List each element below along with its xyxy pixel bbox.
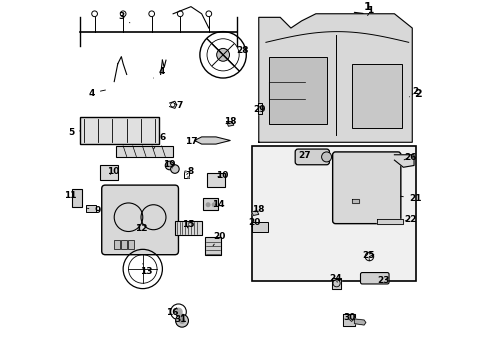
- FancyBboxPatch shape: [295, 149, 329, 165]
- Polygon shape: [348, 319, 365, 325]
- Bar: [114, 240, 120, 249]
- Text: 14: 14: [212, 199, 224, 208]
- Bar: [205, 237, 221, 255]
- FancyBboxPatch shape: [102, 185, 178, 255]
- Text: 20: 20: [213, 232, 225, 246]
- FancyBboxPatch shape: [360, 273, 388, 284]
- Polygon shape: [257, 103, 261, 114]
- Text: 28: 28: [236, 46, 248, 55]
- Circle shape: [205, 202, 210, 207]
- Text: 2: 2: [413, 89, 421, 99]
- Text: 24: 24: [328, 274, 341, 283]
- Polygon shape: [258, 14, 411, 142]
- Polygon shape: [394, 155, 413, 167]
- Text: 31: 31: [174, 315, 187, 324]
- Bar: [269, 57, 326, 125]
- Bar: [203, 198, 217, 210]
- Text: 27: 27: [298, 151, 310, 160]
- Text: 23: 23: [377, 276, 389, 285]
- Polygon shape: [376, 219, 403, 224]
- Text: 9: 9: [87, 206, 101, 215]
- Text: 5: 5: [68, 128, 80, 137]
- Polygon shape: [351, 199, 358, 203]
- Text: 17: 17: [185, 137, 198, 146]
- Bar: [100, 166, 118, 180]
- Text: 2: 2: [411, 87, 417, 96]
- Circle shape: [165, 161, 173, 170]
- Text: 1: 1: [363, 2, 371, 12]
- Bar: [85, 205, 96, 212]
- Bar: [80, 117, 159, 144]
- Polygon shape: [251, 211, 258, 215]
- Text: 6: 6: [153, 134, 165, 149]
- Circle shape: [186, 176, 189, 179]
- Circle shape: [170, 165, 179, 173]
- Circle shape: [216, 48, 229, 61]
- Circle shape: [174, 307, 183, 316]
- Text: 7: 7: [174, 102, 183, 111]
- Bar: [175, 221, 201, 235]
- Polygon shape: [342, 314, 354, 326]
- Polygon shape: [226, 122, 233, 126]
- Bar: [206, 172, 224, 187]
- Text: 18: 18: [251, 205, 264, 214]
- Text: 25: 25: [362, 251, 374, 261]
- Polygon shape: [194, 137, 230, 144]
- Bar: [121, 240, 126, 249]
- Circle shape: [175, 314, 188, 327]
- Text: 30: 30: [343, 314, 355, 323]
- Polygon shape: [72, 189, 82, 207]
- Text: 13: 13: [140, 264, 152, 276]
- Bar: [128, 240, 134, 249]
- Text: 10: 10: [107, 167, 120, 176]
- Bar: [251, 221, 267, 231]
- Circle shape: [211, 202, 216, 207]
- Text: 3: 3: [118, 12, 130, 23]
- Text: 12: 12: [135, 224, 147, 233]
- Bar: [251, 146, 415, 282]
- Polygon shape: [331, 278, 340, 289]
- Text: 8: 8: [186, 167, 193, 176]
- Circle shape: [321, 152, 331, 162]
- Polygon shape: [116, 146, 173, 157]
- Text: 10: 10: [215, 171, 228, 180]
- Text: 15: 15: [182, 220, 194, 229]
- Text: 18: 18: [224, 117, 236, 126]
- FancyBboxPatch shape: [332, 152, 400, 224]
- Circle shape: [179, 318, 185, 324]
- Text: 1: 1: [366, 6, 372, 15]
- Text: 4: 4: [153, 67, 164, 78]
- Circle shape: [184, 170, 186, 173]
- Text: 4: 4: [88, 89, 105, 98]
- Text: 16: 16: [166, 308, 178, 317]
- Text: 26: 26: [403, 153, 416, 162]
- Bar: [351, 64, 401, 128]
- Text: 22: 22: [404, 215, 416, 224]
- Text: 11: 11: [64, 190, 77, 199]
- Text: 21: 21: [400, 194, 421, 203]
- Text: 19: 19: [163, 160, 176, 169]
- Text: 29: 29: [253, 105, 265, 114]
- Text: 20: 20: [248, 218, 260, 227]
